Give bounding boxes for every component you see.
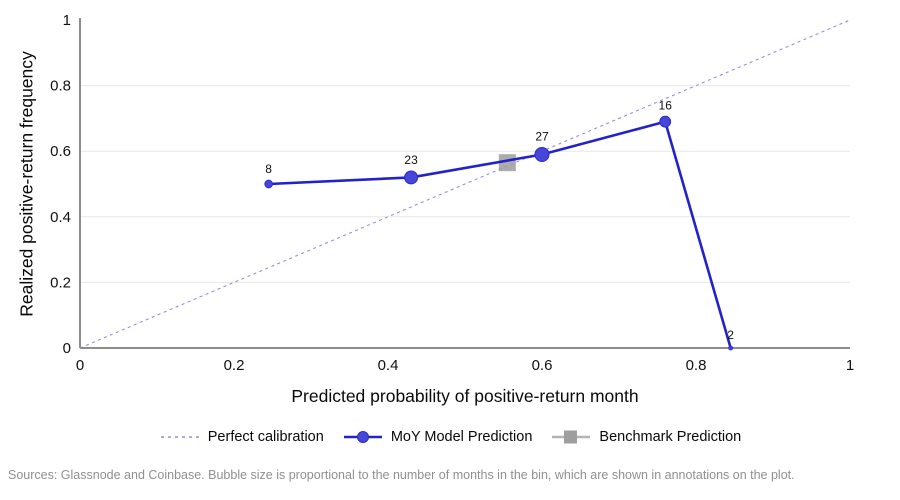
moy-bubble [728, 345, 734, 351]
circle-marker-icon [343, 431, 382, 443]
y-tick-label: 0.8 [50, 78, 71, 95]
x-tick-label: 1 [846, 357, 854, 374]
x-tick-label: 0.6 [532, 357, 553, 374]
x-axis-title: Predicted probability of positive-return… [291, 386, 639, 406]
bubble-count-annotation: 8 [265, 162, 272, 176]
x-tick-label: 0.4 [378, 357, 399, 374]
legend-label: Benchmark Prediction [599, 429, 742, 445]
x-tick-label: 0.8 [686, 357, 707, 374]
legend-label: MoY Model Prediction [390, 429, 533, 445]
benchmark-square-marker [498, 154, 516, 172]
moy-bubble [404, 170, 419, 185]
moy-bubble [659, 115, 672, 128]
calibration-chart: 0 0.2 0.4 0.6 0.8 1 0 0.2 0.4 0.6 0.8 1 8 23 27 16 2 [50, 12, 854, 374]
x-tick-label: 0 [76, 357, 84, 374]
moy-bubble [264, 179, 273, 189]
source-note: Sources: Glassnode and Coinbase. Bubble … [8, 468, 795, 482]
y-tick-label: 0.6 [50, 143, 71, 160]
y-tick-label: 0.2 [50, 274, 71, 291]
legend-item-benchmark: Benchmark Prediction [550, 429, 741, 445]
square-marker-icon [552, 430, 591, 444]
bubble-count-annotation: 23 [404, 153, 418, 167]
legend: Perfect calibration MoY Model Prediction… [0, 424, 900, 450]
legend-item-perfect-calibration: Perfect calibration [159, 429, 324, 445]
legend-label: Perfect calibration [207, 429, 324, 445]
y-tick-label: 0 [63, 340, 71, 357]
x-tick-label: 0.2 [224, 357, 245, 374]
y-tick-label: 1 [63, 12, 71, 29]
bubble-count-annotation: 2 [727, 328, 734, 342]
moy-bubble [534, 146, 550, 162]
y-axis-title: Realized positive-return frequency [16, 51, 37, 317]
legend-item-moy-model: MoY Model Prediction [342, 429, 533, 445]
dashed-line-icon [160, 436, 199, 438]
y-tick-label: 0.4 [50, 209, 71, 226]
bubble-count-annotation: 16 [659, 98, 673, 112]
perfect-calibration-line [79, 19, 851, 349]
bubble-count-annotation: 27 [535, 129, 549, 143]
